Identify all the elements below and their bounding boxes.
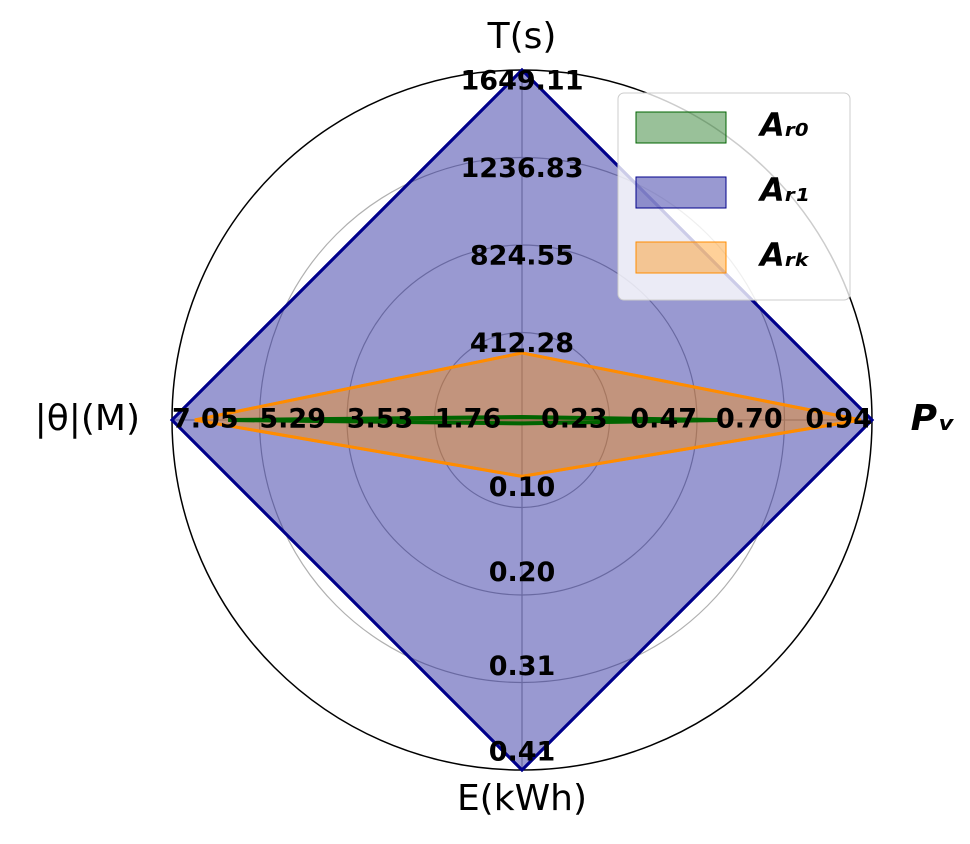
series-outline <box>194 351 862 478</box>
legend: Aᵣ₀ Aᵣ₁ Aᵣₖ <box>617 92 851 301</box>
legend-swatch <box>635 241 727 274</box>
series-outline <box>228 415 720 426</box>
tick-label: 0.31 <box>489 651 556 682</box>
tick-label: 1649.11 <box>461 66 584 97</box>
legend-box <box>617 92 851 301</box>
tick-label: 1.76 <box>435 404 502 435</box>
axis-label: T(s) <box>487 16 557 57</box>
tick-label: 1236.83 <box>461 153 584 184</box>
legend-swatch <box>635 111 727 144</box>
legend-swatch <box>635 176 727 209</box>
tick-label: 0.20 <box>489 557 556 588</box>
axis-label: E(kWh) <box>457 778 587 819</box>
legend-label: Aᵣ₀ <box>757 106 809 144</box>
tick-label: 824.55 <box>470 241 574 272</box>
tick-label: 0.10 <box>489 472 556 503</box>
axis-label: |θ|(M) <box>35 398 140 439</box>
tick-label: 0.47 <box>630 404 697 435</box>
axis-label: Pᵥ <box>911 398 955 439</box>
tick-label: 412.28 <box>470 328 574 359</box>
tick-label: 7.05 <box>172 404 239 435</box>
tick-label: 5.29 <box>259 404 326 435</box>
tick-label: 0.23 <box>541 404 608 435</box>
series-outline <box>169 67 875 773</box>
legend-label: Aᵣₖ <box>757 236 810 274</box>
tick-label: 0.94 <box>805 404 872 435</box>
tick-label: 0.70 <box>716 404 783 435</box>
tick-label: 3.53 <box>347 404 414 435</box>
tick-label: 0.41 <box>489 737 556 768</box>
legend-label: Aᵣ₁ <box>757 171 809 209</box>
